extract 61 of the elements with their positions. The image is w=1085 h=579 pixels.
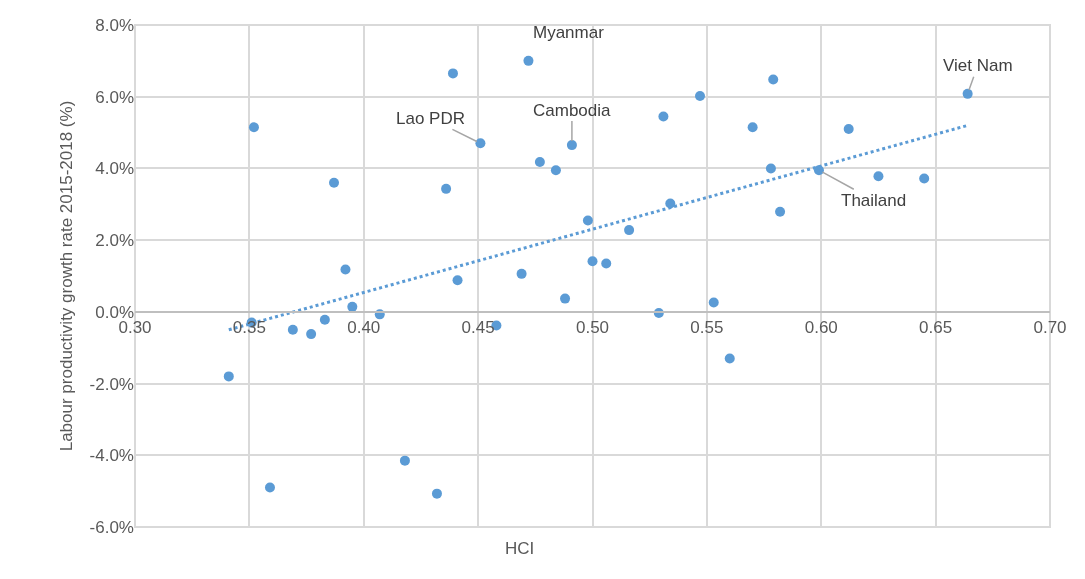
annotation: Cambodia [533, 101, 612, 120]
point [658, 111, 669, 122]
point [843, 123, 854, 134]
point [441, 183, 452, 194]
point [813, 165, 824, 176]
point [768, 74, 779, 85]
point [587, 256, 598, 267]
point [306, 329, 317, 340]
y-tick-label: -6.0% [89, 517, 134, 537]
point [765, 163, 776, 174]
x-tick-label: 0.50 [575, 318, 610, 338]
x-axis-title: HCI [505, 539, 535, 558]
point [873, 171, 884, 182]
point [919, 173, 930, 184]
point [287, 324, 298, 335]
point [534, 156, 545, 167]
point [340, 264, 351, 275]
point [523, 55, 534, 66]
point [566, 140, 577, 151]
point [347, 301, 358, 312]
point [248, 122, 259, 133]
point [560, 293, 571, 304]
x-tick-label: 0.65 [919, 318, 953, 338]
annotation: Viet Nam [943, 56, 1013, 75]
point [329, 177, 340, 188]
point [624, 225, 635, 236]
point [582, 215, 593, 226]
point [747, 122, 758, 133]
annotation: Myanmar [533, 23, 605, 42]
x-tick-label: 0.70 [1033, 318, 1067, 338]
y-tick-label: -2.0% [89, 374, 134, 394]
point [431, 488, 442, 499]
point [962, 88, 973, 99]
annotation: Thailand [841, 191, 907, 210]
point [452, 275, 463, 286]
point [223, 371, 234, 382]
point [775, 206, 786, 217]
annotation: Lao PDR [396, 109, 465, 128]
y-axis-title: Labour productivity growth rate 2015-2018 (%) [57, 100, 77, 452]
point [264, 482, 275, 493]
point [601, 258, 612, 269]
y-tick-label: 2.0% [95, 231, 134, 251]
point [475, 138, 486, 149]
y-tick-label: -4.0% [89, 446, 134, 466]
x-tick-label: 0.55 [690, 318, 724, 338]
point [447, 68, 458, 79]
point [724, 353, 735, 364]
y-tick-label: 6.0% [95, 87, 134, 107]
x-tick-label: 0.40 [347, 318, 381, 338]
point [516, 268, 527, 279]
x-tick-label: 0.60 [804, 318, 838, 338]
y-tick-label: 4.0% [95, 159, 134, 179]
point [708, 297, 719, 308]
point [550, 165, 561, 176]
point [665, 198, 676, 209]
point [695, 91, 706, 101]
x-tick-label: 0.35 [232, 318, 266, 338]
y-tick-label: 8.0% [95, 15, 134, 35]
point [399, 455, 410, 466]
point [319, 314, 330, 325]
x-tick-label: 0.45 [461, 318, 495, 338]
